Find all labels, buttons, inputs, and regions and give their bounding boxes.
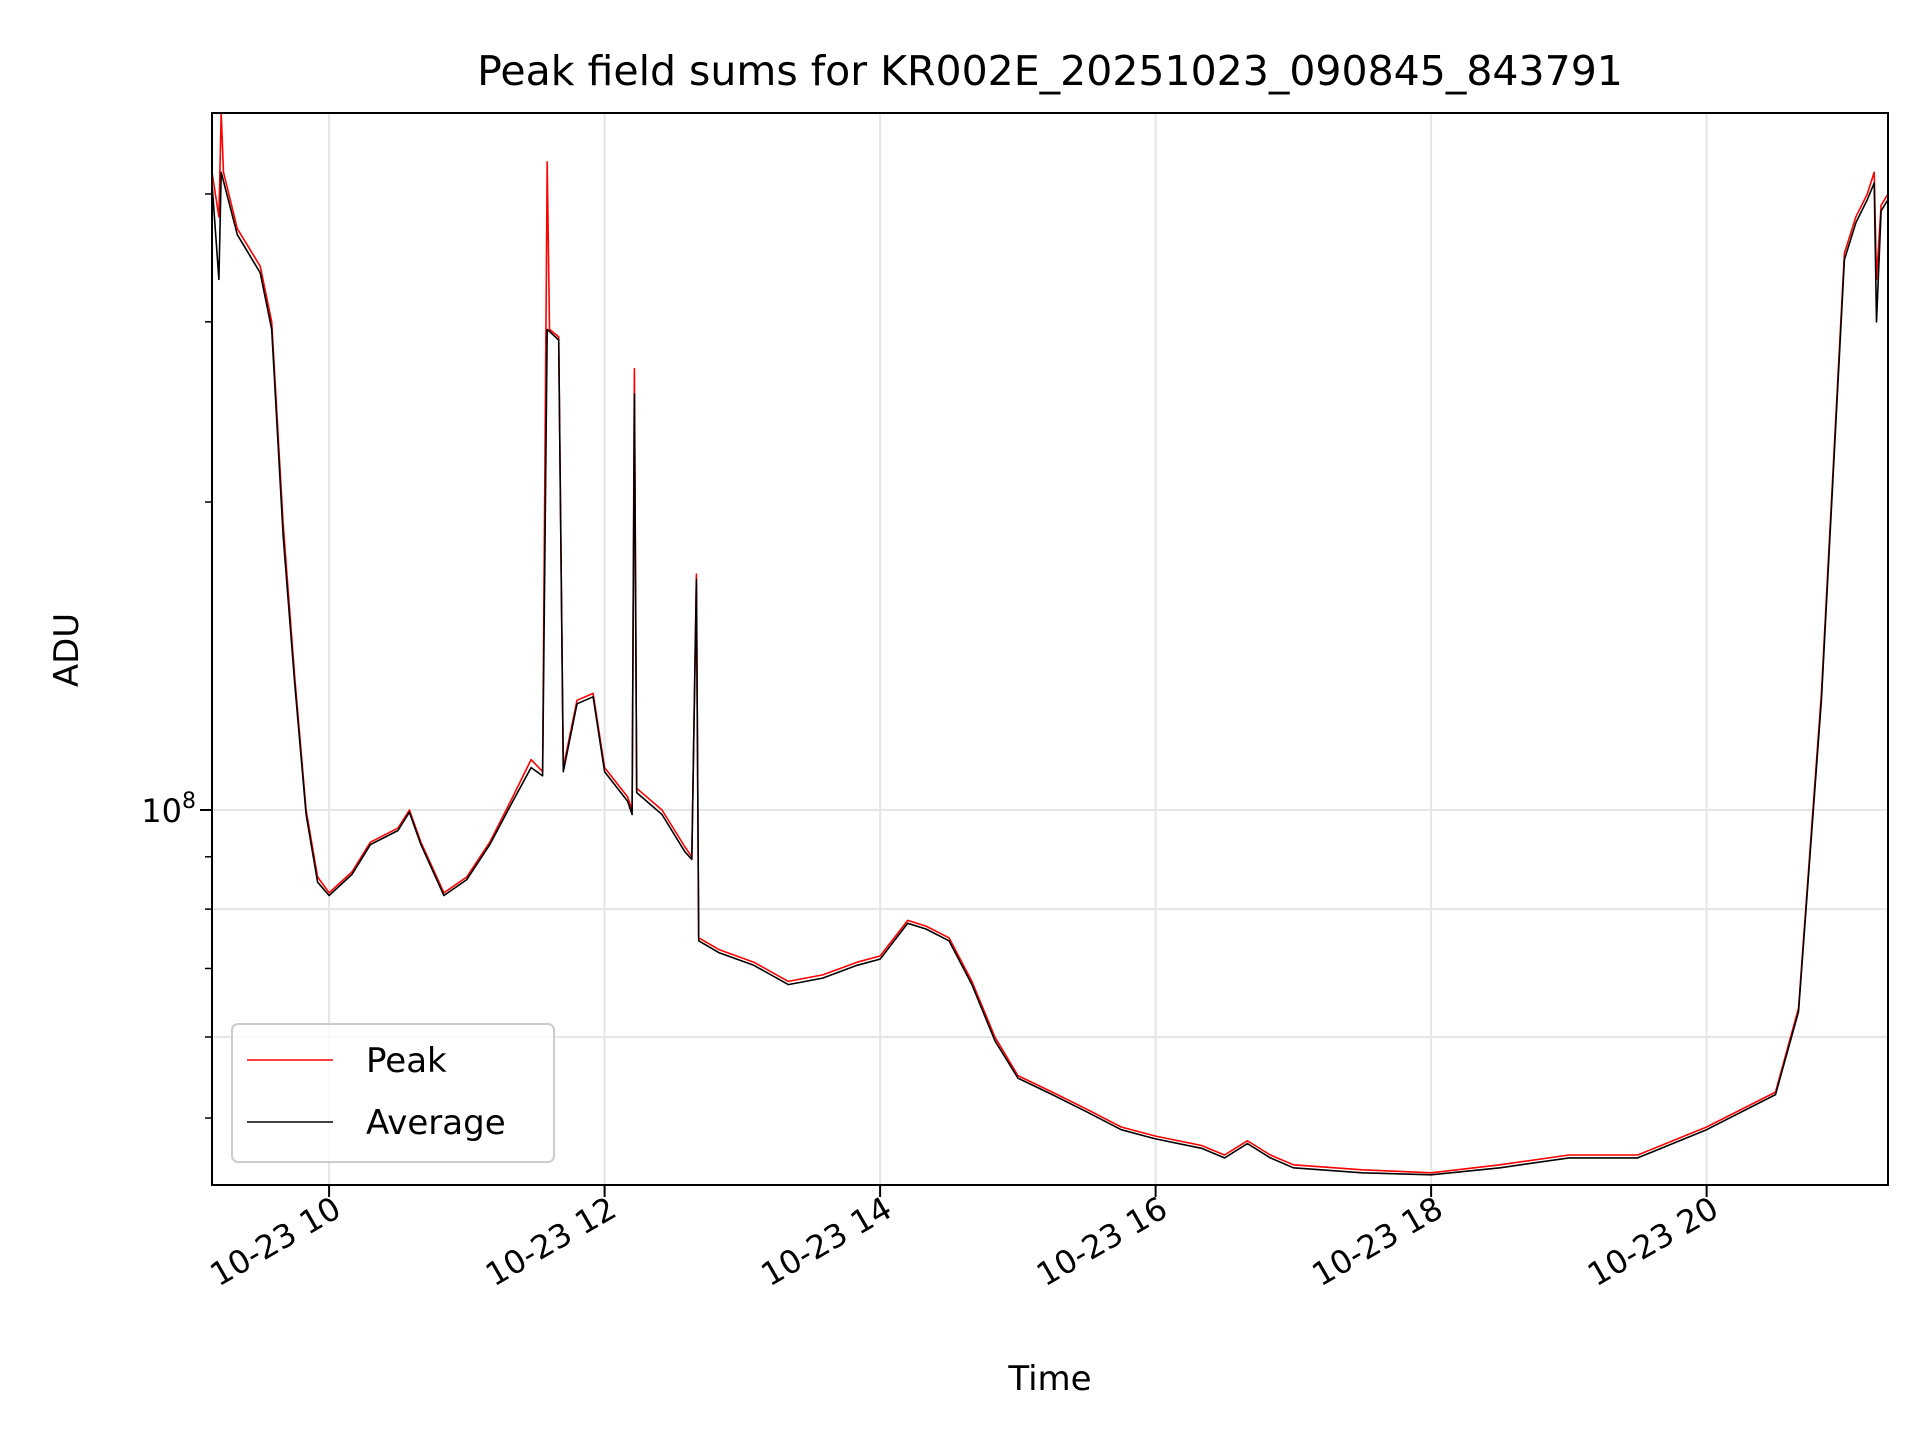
chart-title: Peak field sums for KR002E_20251023_0908…	[477, 47, 1623, 95]
legend-box	[231, 1023, 555, 1163]
legend-label-average: Average	[366, 1103, 506, 1143]
legend: Peak Average	[231, 1023, 555, 1163]
series-layer	[211, 112, 1889, 1176]
y-axis-label: ADU	[47, 613, 87, 687]
x-axis-label: Time	[1007, 1359, 1091, 1399]
legend-label-peak: Peak	[366, 1041, 447, 1081]
series-line-average	[211, 171, 1889, 1176]
plot-frame	[211, 112, 1889, 1186]
